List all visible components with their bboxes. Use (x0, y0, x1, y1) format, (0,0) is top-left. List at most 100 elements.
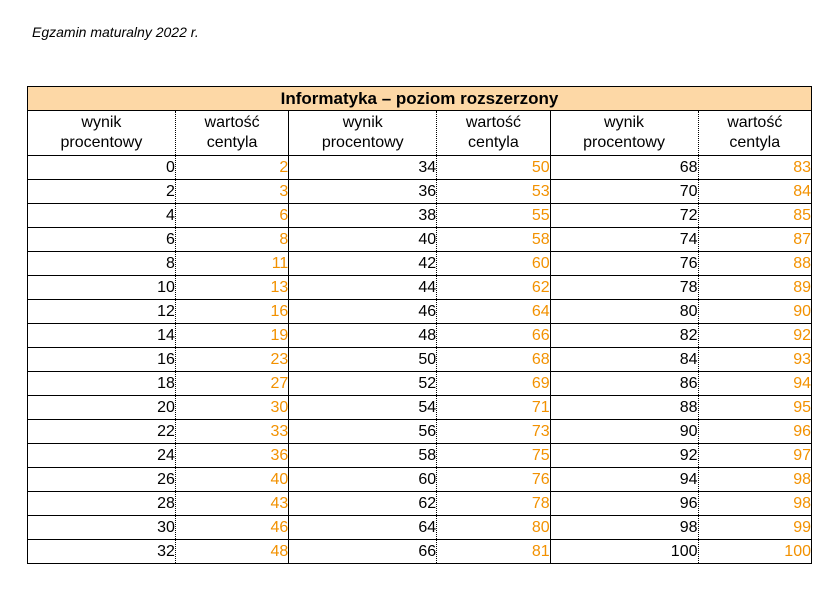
percent-score-cell: 30 (27, 515, 176, 540)
percent-score-cell: 18 (27, 371, 176, 396)
table-row: 10 13 44 62 78 89 (27, 275, 812, 300)
percent-score-cell: 8 (27, 251, 176, 276)
centile-value-cell: 13 (175, 275, 290, 300)
table-body: 0 2 34 50 68 83 2 3 36 53 70 84 4 6 38 55 72 85 6 8 40 58 74 87… (27, 155, 812, 564)
centile-value-cell: 97 (698, 443, 812, 468)
percent-score-cell: 40 (288, 227, 438, 252)
header-line: wartość (465, 114, 521, 131)
centile-value-cell: 98 (698, 467, 812, 492)
centile-value-cell: 92 (698, 323, 812, 348)
percent-score-cell: 38 (288, 203, 438, 228)
centile-value-cell: 100 (698, 539, 812, 564)
centile-table: Informatyka – poziom rozszerzony wynik pr… (27, 86, 812, 564)
centile-value-cell: 80 (436, 515, 551, 540)
percent-score-cell: 86 (550, 371, 699, 396)
header-line: centyla (206, 134, 258, 151)
percent-score-cell: 72 (550, 203, 699, 228)
centile-value-cell: 96 (698, 419, 812, 444)
centile-value-cell: 62 (436, 275, 551, 300)
percent-score-cell: 6 (27, 227, 176, 252)
centile-value-cell: 78 (436, 491, 551, 516)
header-line: wynik (81, 114, 122, 131)
percent-score-cell: 64 (288, 515, 438, 540)
header-percent-score: wynik procentowy (550, 110, 699, 156)
centile-value-cell: 83 (698, 155, 812, 180)
table-row: 32 48 66 81 100 100 (27, 539, 812, 564)
percent-score-cell: 52 (288, 371, 438, 396)
percent-score-cell: 60 (288, 467, 438, 492)
centile-value-cell: 73 (436, 419, 551, 444)
header-line: wynik (342, 114, 383, 131)
table-row: 30 46 64 80 98 99 (27, 515, 812, 540)
percent-score-cell: 94 (550, 467, 699, 492)
percent-score-cell: 22 (27, 419, 176, 444)
centile-value-cell: 64 (436, 299, 551, 324)
percent-score-cell: 32 (27, 539, 176, 564)
centile-value-cell: 66 (436, 323, 551, 348)
header-line: wartość (204, 114, 260, 131)
table-row: 2 3 36 53 70 84 (27, 179, 812, 204)
table-row: 8 11 42 60 76 88 (27, 251, 812, 276)
header-line: procentowy (583, 134, 665, 151)
percent-score-cell: 36 (288, 179, 438, 204)
table-row: 0 2 34 50 68 83 (27, 155, 812, 180)
percent-score-cell: 28 (27, 491, 176, 516)
header-line: centyla (729, 134, 781, 151)
percent-score-cell: 96 (550, 491, 699, 516)
table-row: 14 19 48 66 82 92 (27, 323, 812, 348)
centile-value-cell: 8 (175, 227, 290, 252)
centile-value-cell: 81 (436, 539, 551, 564)
centile-value-cell: 33 (175, 419, 290, 444)
centile-value-cell: 93 (698, 347, 812, 372)
percent-score-cell: 74 (550, 227, 699, 252)
percent-score-cell: 66 (288, 539, 438, 564)
percent-score-cell: 2 (27, 179, 176, 204)
percent-score-cell: 20 (27, 395, 176, 420)
percent-score-cell: 0 (27, 155, 176, 180)
table-row: 12 16 46 64 80 90 (27, 299, 812, 324)
percent-score-cell: 100 (550, 539, 699, 564)
centile-value-cell: 71 (436, 395, 551, 420)
centile-value-cell: 55 (436, 203, 551, 228)
percent-score-cell: 62 (288, 491, 438, 516)
percent-score-cell: 44 (288, 275, 438, 300)
percent-score-cell: 76 (550, 251, 699, 276)
percent-score-cell: 46 (288, 299, 438, 324)
percent-score-cell: 24 (27, 443, 176, 468)
centile-value-cell: 50 (436, 155, 551, 180)
percent-score-cell: 82 (550, 323, 699, 348)
centile-value-cell: 43 (175, 491, 290, 516)
percent-score-cell: 78 (550, 275, 699, 300)
header-line: centyla (468, 134, 519, 151)
table-row: 4 6 38 55 72 85 (27, 203, 812, 228)
centile-value-cell: 84 (698, 179, 812, 204)
centile-value-cell: 99 (698, 515, 812, 540)
percent-score-cell: 34 (288, 155, 438, 180)
table-row: 26 40 60 76 94 98 (27, 467, 812, 492)
header-line: wartość (727, 114, 783, 131)
centile-value-cell: 23 (175, 347, 290, 372)
table-title: Informatyka – poziom rozszerzony (27, 86, 812, 111)
centile-value-cell: 53 (436, 179, 551, 204)
percent-score-cell: 10 (27, 275, 176, 300)
centile-value-cell: 11 (175, 251, 290, 276)
centile-value-cell: 75 (436, 443, 551, 468)
centile-value-cell: 98 (698, 491, 812, 516)
centile-value-cell: 88 (698, 251, 812, 276)
centile-value-cell: 87 (698, 227, 812, 252)
header-percent-score: wynik procentowy (288, 110, 438, 156)
percent-score-cell: 16 (27, 347, 176, 372)
centile-value-cell: 89 (698, 275, 812, 300)
centile-value-cell: 95 (698, 395, 812, 420)
centile-value-cell: 40 (175, 467, 290, 492)
percent-score-cell: 42 (288, 251, 438, 276)
centile-value-cell: 36 (175, 443, 290, 468)
header-line: procentowy (321, 134, 404, 151)
header-centile-value: wartość centyla (175, 110, 290, 156)
table-row: 28 43 62 78 96 98 (27, 491, 812, 516)
percent-score-cell: 58 (288, 443, 438, 468)
percent-score-cell: 88 (550, 395, 699, 420)
centile-value-cell: 90 (698, 299, 812, 324)
centile-value-cell: 16 (175, 299, 290, 324)
percent-score-cell: 68 (550, 155, 699, 180)
